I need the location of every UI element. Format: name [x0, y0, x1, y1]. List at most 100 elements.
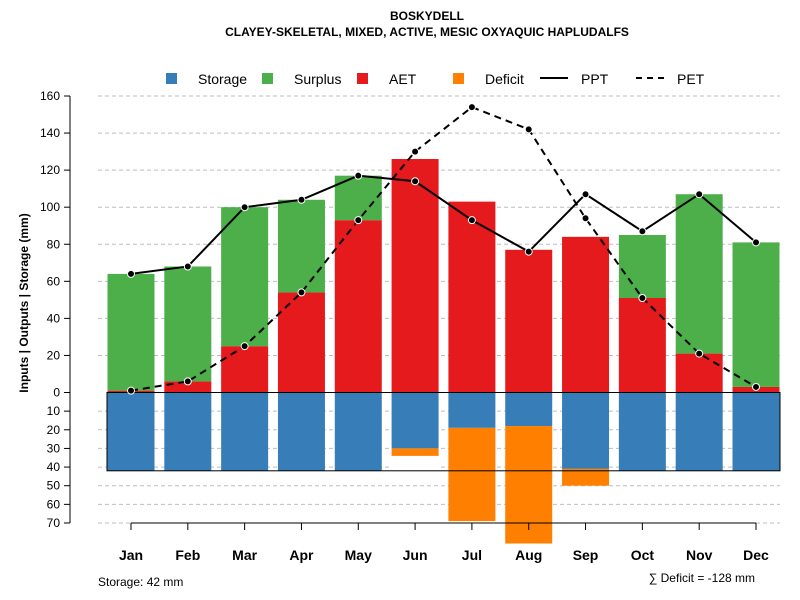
x-tick-label: Feb — [175, 547, 200, 563]
deficit-note: ∑ Deficit = -128 mm — [649, 571, 755, 585]
legend-storage-swatch — [166, 73, 177, 84]
surplus-bar — [618, 234, 666, 298]
storage-bar — [732, 392, 780, 471]
deficit-bar — [448, 427, 496, 522]
y-tick-label: 80 — [47, 237, 61, 251]
pet-point — [752, 382, 760, 391]
ppt-point — [695, 190, 704, 199]
surplus-bar — [277, 199, 325, 293]
storage-bar — [221, 392, 269, 471]
surplus-bar — [675, 194, 723, 354]
y-tick-label: 120 — [40, 163, 60, 177]
pet-point — [127, 386, 135, 395]
aet-bar — [221, 346, 269, 393]
legend-deficit-label: Deficit — [485, 71, 524, 87]
pet-point — [524, 125, 533, 134]
pet-point — [297, 288, 306, 297]
x-tick-label: Dec — [743, 547, 769, 563]
y-tick-label: 100 — [40, 200, 60, 214]
aet-bar — [164, 381, 212, 393]
x-tick-label: Sep — [573, 547, 599, 563]
ppt-point — [524, 247, 533, 256]
storage-bar — [505, 392, 553, 427]
storage-bar — [107, 392, 155, 471]
y-tick-label: 20 — [47, 348, 61, 362]
pet-point — [240, 342, 249, 351]
surplus-bar — [107, 273, 155, 391]
legend-ppt-label: PPT — [581, 71, 609, 87]
storage-bar — [334, 392, 382, 471]
legend-surplus-label: Surplus — [294, 71, 341, 87]
storage-note: Storage: 42 mm — [98, 575, 183, 589]
aet-bar — [391, 159, 439, 393]
ppt-point — [411, 177, 420, 186]
bars — [106, 159, 781, 544]
legend-storage-label: Storage — [198, 71, 247, 87]
chart-title: BOSKYDELL — [390, 9, 464, 23]
legend-pet-label: PET — [677, 71, 705, 87]
storage-bar — [562, 392, 610, 469]
ppt-point — [752, 238, 760, 247]
legend-aet-swatch — [357, 73, 368, 84]
axes: 0 20 40 60 80 100 120 140 160 10 20 30 40 50 60 70 Jan Fe… — [40, 89, 769, 563]
x-tick-label: Apr — [289, 547, 314, 563]
y-tick-label: 0 — [53, 386, 60, 400]
legend-deficit-swatch — [453, 73, 464, 84]
y-tick-label: 60 — [47, 497, 61, 511]
ppt-point — [297, 195, 306, 204]
deficit-bar — [562, 468, 610, 486]
pet-point — [638, 293, 647, 302]
y-tick-label: 30 — [47, 441, 61, 455]
aet-bar — [618, 297, 666, 393]
x-tick-label: Oct — [631, 547, 655, 563]
y-tick-label: 50 — [47, 479, 61, 493]
y-tick-label: 60 — [47, 274, 61, 288]
x-tick-label: Jun — [403, 547, 428, 563]
storage-bar — [448, 392, 496, 428]
gridlines — [98, 95, 780, 524]
chart-subtitle: CLAYEY-SKELETAL, MIXED, ACTIVE, MESIC OX… — [225, 25, 629, 39]
legend: Storage Surplus AET Deficit PPT PET — [166, 71, 705, 87]
surplus-bar — [732, 242, 780, 387]
aet-bar — [562, 236, 610, 393]
aet-bar — [277, 292, 325, 393]
storage-bar — [277, 392, 325, 471]
surplus-bar — [164, 266, 212, 382]
aet-bar — [505, 249, 553, 393]
ppt-line — [130, 174, 757, 275]
aet-bar — [675, 353, 723, 393]
storage-bar — [675, 392, 723, 471]
storage-bar — [164, 392, 212, 471]
aet-bar — [334, 220, 382, 393]
y-axis-label: Inputs | Outputs | Storage (mm) — [17, 213, 31, 392]
pet-point — [467, 103, 476, 112]
ppt-point — [467, 216, 476, 225]
y-tick-label: 140 — [40, 126, 60, 140]
legend-aet-label: AET — [389, 71, 417, 87]
legend-surplus-swatch — [262, 73, 273, 84]
pet-point — [183, 377, 192, 386]
pet-point — [695, 349, 704, 358]
deficit-bar — [391, 448, 439, 456]
ppt-point — [183, 262, 192, 271]
x-tick-label: Nov — [686, 547, 713, 563]
ppt-point — [581, 190, 590, 199]
ppt-point — [240, 203, 249, 212]
x-tick-label: Jan — [119, 547, 143, 563]
y-tick-label: 70 — [47, 516, 61, 530]
aet-bar — [448, 201, 496, 393]
pet-point — [354, 216, 363, 225]
x-tick-label: Mar — [232, 547, 257, 563]
pet-point — [411, 147, 420, 156]
storage-bar — [391, 392, 439, 449]
series-lines — [127, 103, 760, 395]
y-tick-label: 40 — [47, 311, 61, 325]
ppt-point — [638, 227, 647, 236]
x-tick-label: May — [345, 547, 372, 563]
y-tick-label: 20 — [47, 423, 61, 437]
ppt-point — [354, 171, 363, 180]
x-tick-label: Jul — [462, 547, 482, 563]
pet-point — [581, 214, 590, 223]
pet-line — [130, 105, 757, 392]
